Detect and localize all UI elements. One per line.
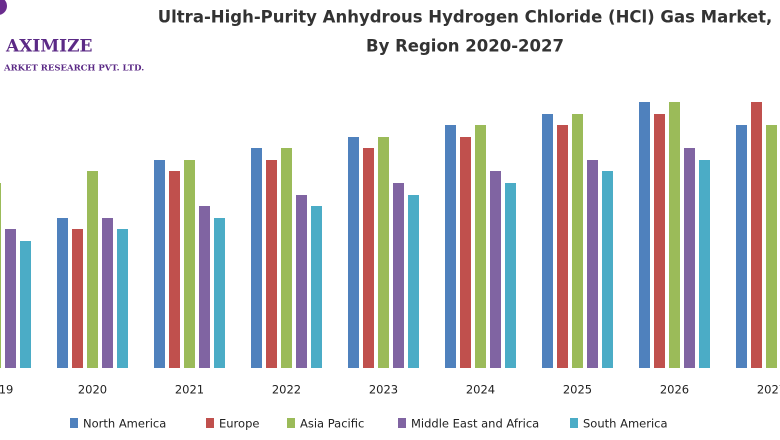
bar <box>475 125 486 368</box>
bar <box>281 148 292 368</box>
bar <box>766 125 777 368</box>
bar <box>445 125 456 368</box>
bar <box>408 195 419 368</box>
bar <box>266 160 277 368</box>
bar <box>87 171 98 368</box>
bar <box>348 137 359 368</box>
legend-swatch <box>570 418 578 428</box>
bar <box>199 206 210 368</box>
bar <box>154 160 165 368</box>
legend-swatch <box>287 418 295 428</box>
legend-swatch <box>398 418 406 428</box>
bar <box>602 171 613 368</box>
bar <box>311 206 322 368</box>
x-tick-label: 19 <box>0 383 13 397</box>
bar <box>699 160 710 368</box>
bar <box>251 148 262 368</box>
logo-name: AXIMIZE <box>5 37 93 57</box>
bar <box>639 102 650 368</box>
legend-label: Asia Pacific <box>300 417 364 431</box>
x-tick-label: 2023 <box>369 383 398 397</box>
legend-swatch <box>70 418 78 428</box>
bar <box>378 137 389 368</box>
bar <box>557 125 568 368</box>
legend-swatch <box>206 418 214 428</box>
x-tick-label: 2022 <box>272 383 301 397</box>
bar <box>214 218 225 368</box>
logo-tagline: ARKET RESEARCH PVT. LTD. <box>3 64 144 74</box>
bar <box>505 183 516 368</box>
bar <box>296 195 307 368</box>
bar <box>572 114 583 368</box>
bar <box>5 229 16 368</box>
bar <box>102 218 113 368</box>
bar <box>20 241 31 368</box>
bar <box>542 114 553 368</box>
legend-label: Middle East and Africa <box>411 417 539 431</box>
bar <box>117 229 128 368</box>
logo-icon <box>0 0 7 15</box>
x-tick-label: 2021 <box>175 383 204 397</box>
legend-label: North America <box>83 417 166 431</box>
chart-title: Ultra-High-Purity Anhydrous Hydrogen Chl… <box>158 8 773 27</box>
chart-subtitle: By Region 2020-2027 <box>366 37 564 56</box>
bar <box>460 137 471 368</box>
x-tick-label: 2027 <box>757 383 780 397</box>
x-tick-label: 2020 <box>78 383 107 397</box>
legend-label: South America <box>583 417 668 431</box>
x-tick-label: 2025 <box>563 383 592 397</box>
x-tick-label: 2024 <box>466 383 495 397</box>
bar <box>736 125 747 368</box>
bar <box>169 171 180 368</box>
bar <box>669 102 680 368</box>
bar <box>684 148 695 368</box>
bar <box>72 229 83 368</box>
bar <box>751 102 762 368</box>
bar <box>393 183 404 368</box>
bar <box>490 171 501 368</box>
legend-label: Europe <box>219 417 259 431</box>
bar <box>57 218 68 368</box>
bar <box>363 148 374 368</box>
x-tick-label: 2026 <box>660 383 689 397</box>
bar <box>184 160 195 368</box>
bar <box>587 160 598 368</box>
bar <box>0 183 1 368</box>
bar <box>654 114 665 368</box>
